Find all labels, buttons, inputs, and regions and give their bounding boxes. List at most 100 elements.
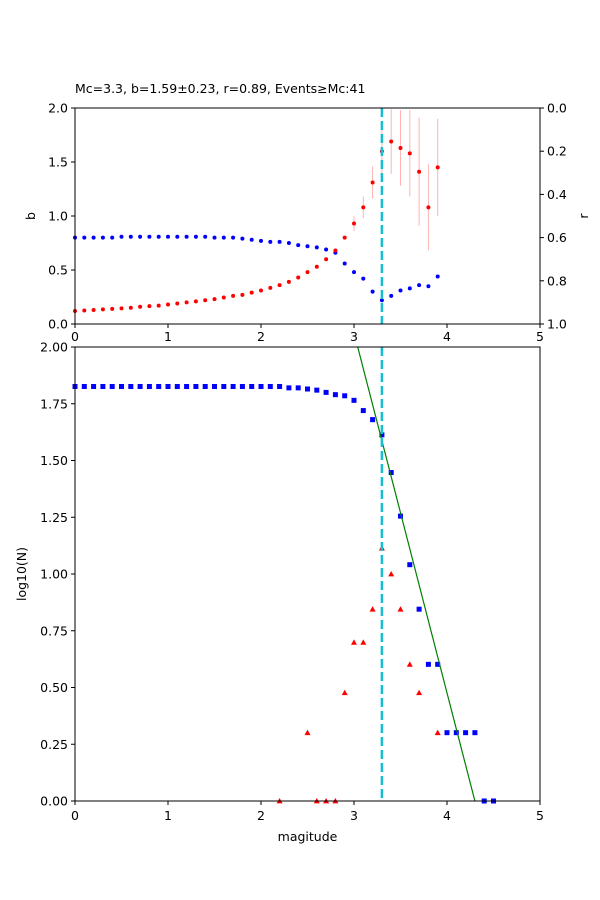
r-point xyxy=(314,245,319,250)
y-tick-label: 1.50 xyxy=(40,453,68,468)
r-point xyxy=(128,234,133,239)
x-tick-label: 5 xyxy=(536,808,544,823)
cumulative-point xyxy=(425,661,431,667)
y-tick-label: 1.75 xyxy=(40,396,68,411)
y-tick-label: 0.0 xyxy=(48,317,68,332)
cumulative-point xyxy=(137,383,143,389)
b-point xyxy=(426,205,431,210)
incremental-point xyxy=(360,639,367,645)
b-point xyxy=(119,306,124,311)
r-point xyxy=(305,244,310,249)
x-tick-label: 0 xyxy=(71,808,79,823)
x-tick-label: 3 xyxy=(350,329,358,344)
b-point xyxy=(268,285,273,290)
b-point xyxy=(184,300,189,305)
r-point xyxy=(379,298,384,303)
y-tick-label: 1.25 xyxy=(40,510,68,525)
b-point xyxy=(435,165,440,170)
y-tick-label: 0.75 xyxy=(40,623,68,638)
cumulative-point xyxy=(351,397,357,403)
cumulative-point xyxy=(444,730,450,736)
cumulative-point xyxy=(212,383,217,389)
incremental-point xyxy=(351,639,357,645)
b-point xyxy=(212,297,217,302)
cumulative-point xyxy=(379,432,385,438)
cumulative-point xyxy=(239,383,245,389)
r-point xyxy=(156,234,161,239)
frequency-magnitude-panel: 0 1 2 3 4 5 0.00 0.25 0.50 0.75 1.00 1.25 1.50 1.75 2… xyxy=(14,340,544,845)
cumulative-point xyxy=(202,383,208,389)
b-point xyxy=(370,180,375,185)
b-point xyxy=(128,305,133,310)
bottom-x-ticks: 0 1 2 3 4 5 xyxy=(71,801,544,823)
y-tick-label: 1.5 xyxy=(48,155,68,170)
cumulative-point xyxy=(165,383,171,389)
y-tick-label: 2.0 xyxy=(48,101,68,116)
y-tick-label-right: 0.8 xyxy=(547,273,567,288)
cumulative-point xyxy=(91,383,97,389)
b-point xyxy=(138,304,143,309)
r-point xyxy=(175,234,180,239)
r-point xyxy=(147,234,152,239)
y-tick-label-right: 0.0 xyxy=(547,101,567,116)
cumulative-point xyxy=(221,383,227,389)
r-point xyxy=(389,293,394,298)
y-tick-label: 0.25 xyxy=(40,737,68,752)
b-point xyxy=(407,151,412,156)
b-point xyxy=(398,145,403,150)
cumulative-point xyxy=(463,730,469,736)
r-point xyxy=(221,235,226,240)
cumulative-point xyxy=(305,386,310,392)
top-x-ticks: 0 1 2 3 4 5 xyxy=(71,324,544,344)
r-point xyxy=(110,235,115,240)
y-axis-label-r: r xyxy=(576,213,591,219)
panel-title: Mc=3.3, b=1.59±0.23, r=0.89, Events≥Mc:4… xyxy=(75,81,365,96)
y-tick-label-right: 1.0 xyxy=(547,317,567,332)
cumulative-point xyxy=(174,383,180,389)
incremental-point xyxy=(304,729,311,736)
b-point xyxy=(249,290,254,295)
b-point xyxy=(352,221,356,226)
b-point xyxy=(240,292,245,297)
b-point xyxy=(361,205,366,210)
cumulative-point xyxy=(258,383,264,389)
r-point xyxy=(231,235,236,240)
cumulative-point xyxy=(323,389,329,395)
incremental-point xyxy=(341,689,348,696)
r-point xyxy=(203,234,208,239)
cumulative-point xyxy=(128,383,134,389)
cumulative-point xyxy=(109,383,115,389)
b-point xyxy=(100,307,105,312)
r-point xyxy=(286,241,291,245)
b-point xyxy=(296,275,301,280)
top-y-ticks: 0.0 0.5 1.0 1.5 2.0 xyxy=(48,101,75,332)
r-point xyxy=(435,274,440,279)
b-point xyxy=(314,264,319,269)
y-axis-label-b: b xyxy=(23,212,38,220)
cumulative-point xyxy=(295,385,301,391)
cumulative-point xyxy=(453,730,459,736)
b-point xyxy=(259,288,263,293)
b-point xyxy=(110,306,115,311)
y-tick-label-right: 0.2 xyxy=(547,144,567,159)
x-tick-label: 5 xyxy=(536,329,544,344)
cumulative-point xyxy=(332,392,338,398)
b-point xyxy=(324,257,329,262)
b-point xyxy=(231,293,236,298)
bottom-y-ticks: 0.00 0.25 0.50 0.75 1.00 1.25 1.50 1.75 2.00 xyxy=(40,340,75,809)
top-plot-frame xyxy=(74,107,541,325)
b-point xyxy=(417,169,422,174)
y-axis-label-log10n: log10(N) xyxy=(14,547,29,601)
cumulative-point xyxy=(388,470,394,476)
cumulative-point xyxy=(277,383,283,389)
b-point xyxy=(147,304,152,309)
cumulative-point xyxy=(286,385,292,391)
b-point xyxy=(333,248,338,253)
gr-fit-line xyxy=(357,346,476,802)
cumulative-point xyxy=(193,383,199,389)
r-point xyxy=(296,243,301,248)
r-point xyxy=(91,235,96,240)
r-point xyxy=(119,234,124,239)
cumulative-point xyxy=(435,661,441,667)
